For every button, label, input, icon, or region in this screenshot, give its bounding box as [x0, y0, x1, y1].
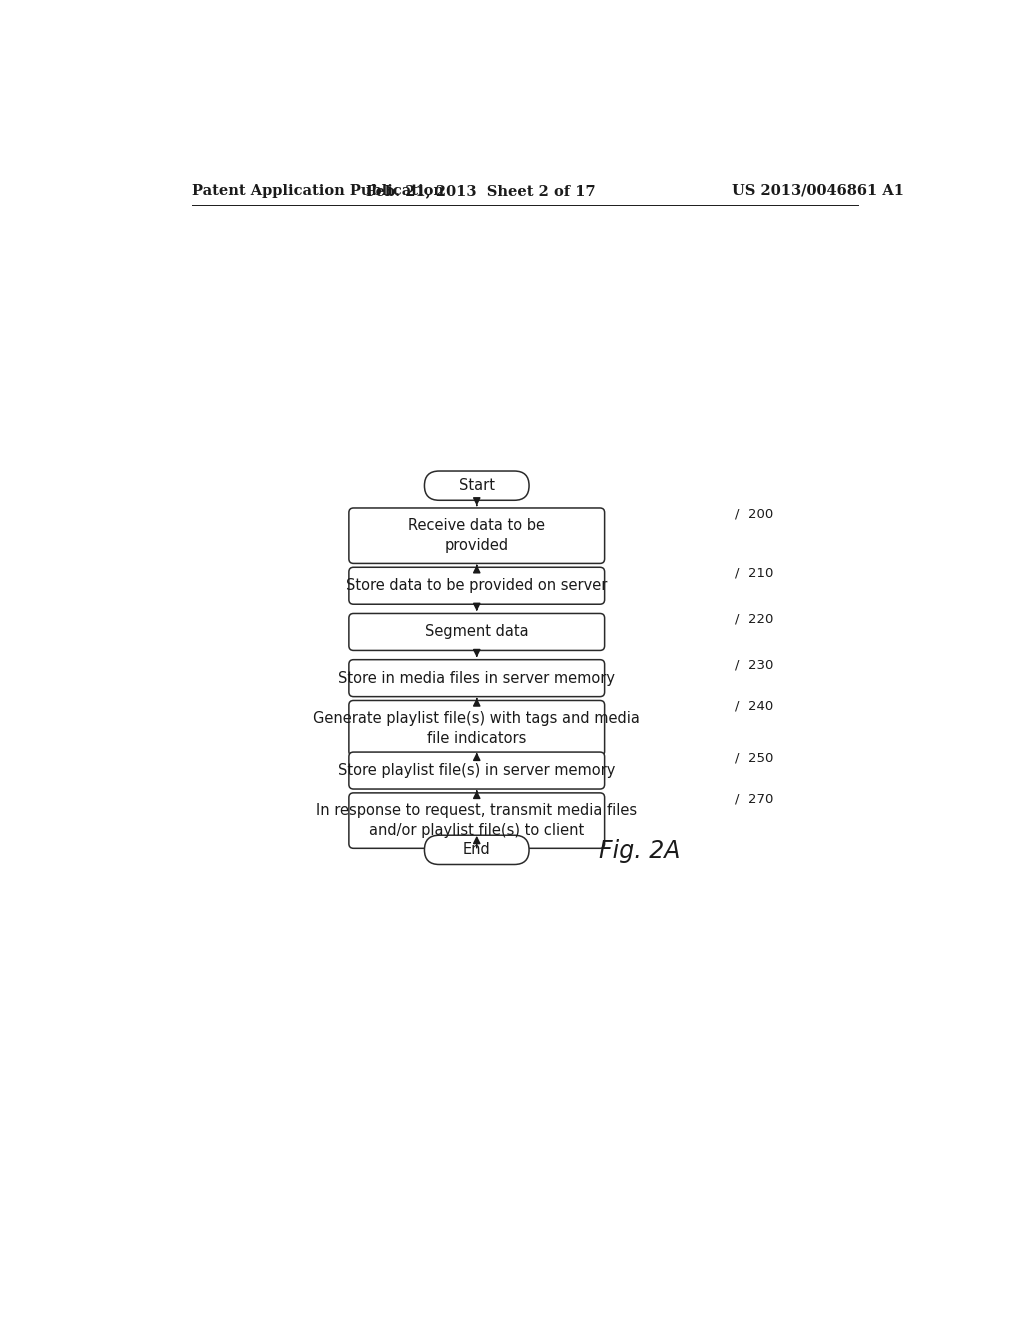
- FancyBboxPatch shape: [424, 836, 529, 865]
- Text: End: End: [463, 842, 490, 858]
- Text: Start: Start: [459, 478, 495, 494]
- Text: /  230: / 230: [735, 659, 773, 672]
- Text: Segment data: Segment data: [425, 624, 528, 639]
- Text: /  220: / 220: [735, 612, 773, 626]
- FancyBboxPatch shape: [349, 752, 604, 789]
- FancyBboxPatch shape: [424, 471, 529, 500]
- Text: Store in media files in server memory: Store in media files in server memory: [338, 671, 615, 685]
- Text: /  270: / 270: [735, 792, 773, 805]
- FancyBboxPatch shape: [349, 793, 604, 849]
- Text: Feb. 21, 2013  Sheet 2 of 17: Feb. 21, 2013 Sheet 2 of 17: [366, 183, 595, 198]
- FancyBboxPatch shape: [349, 660, 604, 697]
- Text: In response to request, transmit media files
and/or playlist file(s) to client: In response to request, transmit media f…: [316, 803, 637, 838]
- FancyBboxPatch shape: [349, 568, 604, 605]
- Text: /  240: / 240: [735, 700, 773, 713]
- Text: Receive data to be
provided: Receive data to be provided: [409, 519, 545, 553]
- Text: /  200: / 200: [735, 507, 773, 520]
- Text: Patent Application Publication: Patent Application Publication: [191, 183, 443, 198]
- Text: Store data to be provided on server: Store data to be provided on server: [346, 578, 607, 593]
- Text: /  250: / 250: [735, 751, 773, 764]
- Text: Store playlist file(s) in server memory: Store playlist file(s) in server memory: [338, 763, 615, 777]
- Text: Fig. 2A: Fig. 2A: [599, 840, 680, 863]
- Text: /  210: / 210: [735, 566, 773, 579]
- Text: Generate playlist file(s) with tags and media
file indicators: Generate playlist file(s) with tags and …: [313, 710, 640, 746]
- FancyBboxPatch shape: [349, 701, 604, 756]
- Text: US 2013/0046861 A1: US 2013/0046861 A1: [732, 183, 904, 198]
- FancyBboxPatch shape: [349, 508, 604, 564]
- FancyBboxPatch shape: [349, 614, 604, 651]
